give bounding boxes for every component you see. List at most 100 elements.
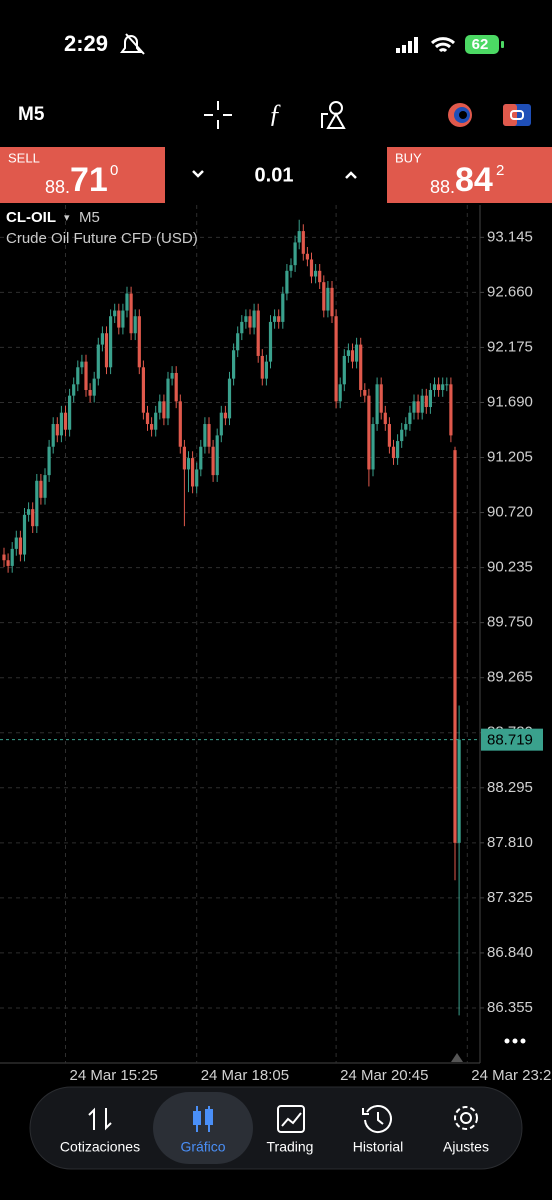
grid — [0, 205, 480, 1063]
candle-body — [400, 429, 404, 442]
candle-body — [305, 253, 309, 260]
crosshair-button[interactable] — [204, 101, 232, 129]
volume-down[interactable] — [192, 170, 204, 178]
candle-body — [31, 509, 35, 527]
candle-body — [408, 412, 412, 425]
nav-icon-quotes — [88, 1107, 112, 1131]
y-tick-label: 88.295 — [487, 779, 533, 796]
candle-body — [383, 412, 387, 425]
x-tick-label: 24 Mar 20:45 — [340, 1067, 428, 1084]
buy-button[interactable] — [387, 147, 552, 203]
candle-body — [76, 367, 80, 385]
candle-body — [371, 424, 375, 470]
trade-button[interactable] — [503, 104, 531, 126]
candle-body — [355, 344, 359, 362]
y-tick-label: 91.205 — [487, 448, 533, 465]
buy-label: BUY — [395, 150, 422, 165]
scroll-marker — [451, 1053, 463, 1062]
y-tick-label: 92.175 — [487, 338, 533, 355]
timeframe-button[interactable]: M5 — [18, 104, 45, 125]
candle-body — [297, 231, 301, 243]
y-tick-label: 86.840 — [487, 944, 533, 961]
candle-body — [396, 441, 400, 459]
candle-body — [39, 480, 43, 498]
axes: 93.145 92.660 92.175 91.690 91.205 90.720 90.2… — [70, 228, 552, 1084]
nav-icon-trading — [277, 1105, 305, 1133]
nav-item[interactable]: Ajustes — [443, 1139, 489, 1155]
nav-icon-chart — [193, 1106, 213, 1132]
sell-button[interactable] — [0, 147, 165, 203]
x-tick-label: 24 Mar 15:25 — [70, 1067, 158, 1084]
objects-button[interactable] — [321, 101, 346, 129]
symbol[interactable]: CL-OIL — [6, 209, 56, 226]
candle-body — [182, 446, 186, 470]
candle-body — [240, 321, 244, 334]
candle-body — [22, 514, 27, 555]
candle-body — [121, 310, 125, 328]
y-tick-label: 89.750 — [487, 614, 533, 631]
candle-body — [100, 333, 104, 345]
candle-body — [445, 384, 449, 386]
candle-body — [133, 316, 137, 334]
candle-body — [113, 310, 117, 317]
candle-body — [96, 344, 100, 379]
candle-body — [10, 548, 14, 566]
nav-bar — [29, 1086, 523, 1170]
clock: 2:29 — [64, 31, 108, 56]
more-button[interactable] — [504, 1038, 526, 1044]
candle-body — [223, 412, 227, 419]
candle-body — [162, 401, 166, 419]
candle-body — [314, 270, 318, 277]
candle-body — [260, 355, 264, 379]
candle-body — [129, 293, 133, 334]
account-button[interactable] — [448, 103, 472, 127]
sell-price-sup: 0 — [110, 162, 118, 179]
nav-item[interactable]: Trading — [267, 1139, 314, 1155]
candle-body — [387, 424, 391, 447]
candle-body — [367, 395, 371, 470]
candle-body — [72, 384, 76, 396]
candle-body — [154, 412, 158, 430]
buy-price-big: 84 — [455, 161, 493, 199]
candle-body — [273, 316, 277, 322]
candle-body — [211, 446, 215, 476]
signal-icon — [396, 37, 418, 53]
candle-body — [334, 316, 338, 402]
candle-body — [289, 265, 293, 271]
candle-body — [281, 293, 285, 322]
candle-body — [43, 475, 47, 498]
nav-item[interactable]: Historial — [353, 1139, 404, 1155]
wifi-icon — [430, 37, 456, 53]
volume-up[interactable] — [345, 171, 357, 179]
volume[interactable]: 0.01 — [255, 164, 294, 186]
nav-item[interactable]: Cotizaciones — [60, 1139, 140, 1155]
candle-body — [92, 378, 96, 396]
y-tick-label: 92.660 — [487, 283, 533, 300]
candle-body — [59, 412, 63, 436]
candle-body — [137, 316, 141, 368]
candle-body — [391, 446, 396, 459]
candle-body — [285, 270, 289, 294]
battery-level: 62 — [472, 36, 489, 53]
candle-body — [363, 389, 367, 396]
candle-body — [346, 350, 350, 356]
candle-body — [437, 384, 441, 390]
price-label-box — [481, 728, 543, 751]
candle-body — [420, 395, 424, 413]
mute-icon — [120, 33, 145, 55]
candle-body — [338, 384, 342, 402]
candle-body — [195, 469, 199, 487]
candle-body — [428, 389, 432, 408]
sell-price-base: 88. — [45, 177, 70, 197]
nav-item[interactable]: Gráfico — [180, 1139, 225, 1155]
candle-body — [191, 458, 195, 487]
candle-body — [203, 424, 207, 447]
candle-body — [432, 384, 437, 390]
indicator-button[interactable]: ƒ — [269, 99, 282, 128]
candle-body — [109, 316, 113, 368]
y-tick-label: 90.720 — [487, 504, 533, 521]
symbol-dropdown[interactable]: ▾ — [64, 212, 70, 224]
candle-body — [375, 384, 379, 425]
